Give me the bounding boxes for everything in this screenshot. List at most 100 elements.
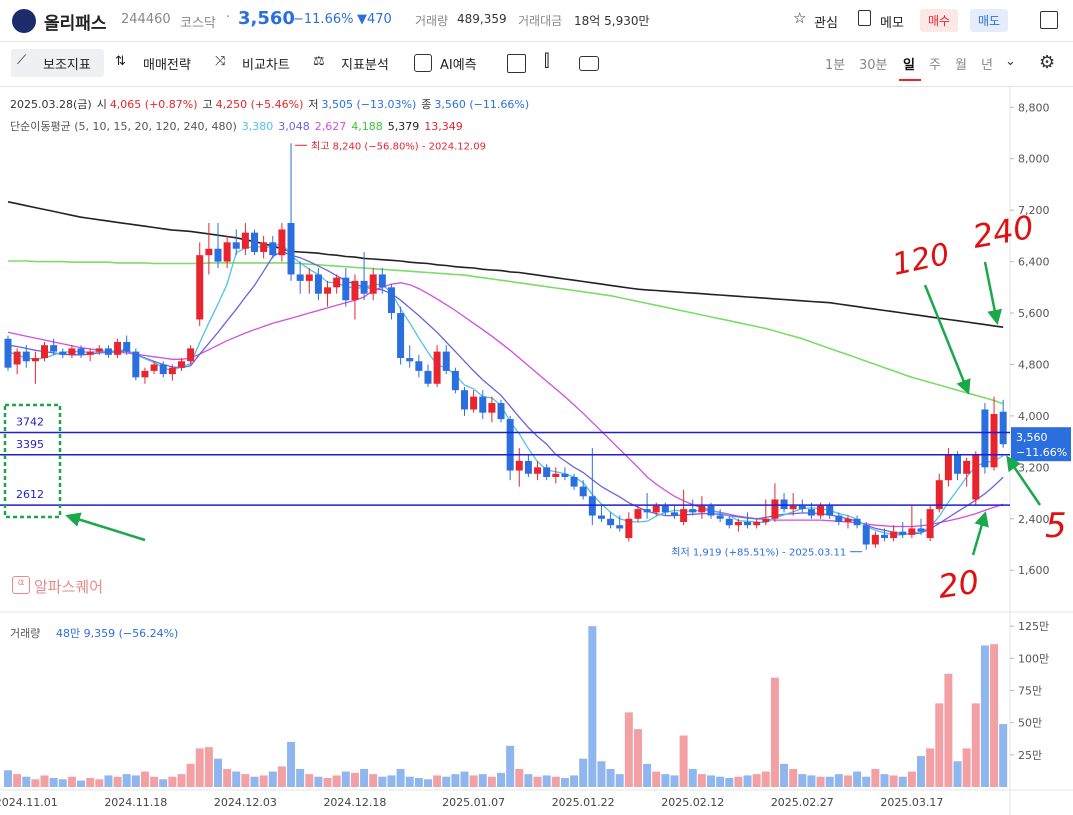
candle-body xyxy=(890,531,898,539)
volume-bar xyxy=(332,775,341,787)
volume-bar xyxy=(442,776,451,787)
info-label: 고 xyxy=(202,98,213,111)
candle-body xyxy=(314,274,322,294)
candle-body xyxy=(305,274,313,281)
volume-bar xyxy=(843,775,852,787)
square-icon[interactable] xyxy=(507,54,526,73)
period[interactable]: 주 xyxy=(929,58,941,73)
period[interactable]: 30분 xyxy=(859,58,888,73)
active-underline xyxy=(899,79,921,81)
dot: · xyxy=(226,10,231,25)
watch-button[interactable]: 관심 xyxy=(814,16,838,31)
period[interactable]: 년 xyxy=(981,58,993,73)
volume-bar xyxy=(633,729,642,787)
candle-body xyxy=(205,248,213,256)
volume-bar xyxy=(414,777,423,787)
period-active[interactable]: 일 xyxy=(903,58,915,73)
memo-button[interactable]: 메모 xyxy=(880,16,904,31)
period[interactable]: 1분 xyxy=(825,58,846,73)
tool-ai[interactable]: AI예측 xyxy=(440,58,477,73)
volume-bar xyxy=(369,774,378,787)
volume-bar xyxy=(825,776,834,787)
candle-body xyxy=(616,525,624,529)
volume-bar xyxy=(140,771,149,787)
arrow xyxy=(971,511,989,556)
volume-bar xyxy=(77,780,86,787)
tool-analysis[interactable]: 지표분석 xyxy=(341,58,389,73)
stock-code: 244460 xyxy=(121,12,171,27)
candle-body xyxy=(95,348,103,352)
h-line-label: 3395 xyxy=(16,438,44,451)
arrow xyxy=(1006,455,1042,506)
h-line-label: 3742 xyxy=(16,415,44,428)
candle-body xyxy=(981,409,989,468)
volume-bar xyxy=(405,776,414,787)
tool-indicator[interactable]: 보조지표 xyxy=(43,58,91,73)
period[interactable]: 월 xyxy=(955,58,967,73)
candle-body xyxy=(451,370,459,391)
candle-body xyxy=(406,358,414,362)
candle-body xyxy=(762,518,770,522)
tool-icon: ⤨ xyxy=(215,54,226,69)
candle-body xyxy=(926,509,934,539)
tool-compare[interactable]: 비교차트 xyxy=(242,58,290,73)
volume-bar xyxy=(423,779,432,787)
volume-bar xyxy=(990,644,999,787)
volume-bar xyxy=(670,775,679,787)
candle-body xyxy=(214,248,222,262)
buy-button[interactable]: 매수 xyxy=(920,9,959,32)
tool-icon: ⚖ xyxy=(313,54,325,69)
candle-body xyxy=(534,467,542,474)
candle-body xyxy=(963,460,971,474)
ma-line xyxy=(7,201,1004,328)
volume-bar xyxy=(113,776,122,787)
logo xyxy=(12,9,36,33)
candle-body xyxy=(251,232,259,252)
volume-bar xyxy=(451,774,460,787)
volume-bar xyxy=(150,776,159,787)
settings-icon[interactable]: ⚙ xyxy=(1039,52,1056,73)
info-label: 시 xyxy=(96,98,107,111)
ma-value: 4,188 xyxy=(351,120,383,133)
volume-bar xyxy=(889,775,898,787)
volume-bar xyxy=(807,775,816,787)
volume-bar xyxy=(95,779,104,787)
camera-icon[interactable] xyxy=(579,56,599,71)
y-tick-label: 4,000 xyxy=(1018,410,1050,423)
y-tick-label: 6,400 xyxy=(1018,256,1050,269)
ma-value: 5,379 xyxy=(387,120,420,133)
panel-icon[interactable] xyxy=(1040,11,1058,29)
candle-icon[interactable]: ⫿ xyxy=(544,51,550,71)
candle-body xyxy=(22,351,30,362)
volume-bar xyxy=(350,772,359,787)
volume-bar xyxy=(816,776,825,787)
volume-bar xyxy=(478,774,487,787)
candle-body xyxy=(515,460,523,471)
volume-bar xyxy=(560,777,569,787)
sell-button[interactable]: 매도 xyxy=(970,9,1009,32)
star-icon[interactable]: ☆ xyxy=(793,9,807,27)
candle-body xyxy=(31,358,39,362)
volume-bar xyxy=(433,775,442,787)
y-tick-label: 2,400 xyxy=(1018,513,1050,526)
candle-body xyxy=(579,486,587,497)
handwritten-note: 20 xyxy=(936,563,982,606)
y-tick-label: 8,000 xyxy=(1018,153,1050,166)
volume-bar xyxy=(31,779,40,787)
chevron[interactable]: ⌄ xyxy=(1005,54,1016,69)
price-tag xyxy=(1011,427,1071,462)
ma-line xyxy=(7,250,1004,535)
divider xyxy=(0,86,1073,87)
candle-body xyxy=(50,345,58,352)
market: 코스닥 xyxy=(180,16,216,31)
max-label: 최고 8,240 (−56.80%) - 2024.12.09 xyxy=(311,140,486,152)
x-tick-label: 2024.12.18 xyxy=(323,796,386,809)
ma-value: 3,380 xyxy=(241,120,274,133)
candle-body xyxy=(241,232,249,249)
y-tick-label: 125만 xyxy=(1018,620,1049,633)
candle-body xyxy=(159,364,167,375)
candle-body xyxy=(780,499,788,510)
tool-strategy[interactable]: 매매전략 xyxy=(143,58,191,73)
volume-bar xyxy=(871,768,880,787)
candle-body xyxy=(68,348,76,355)
